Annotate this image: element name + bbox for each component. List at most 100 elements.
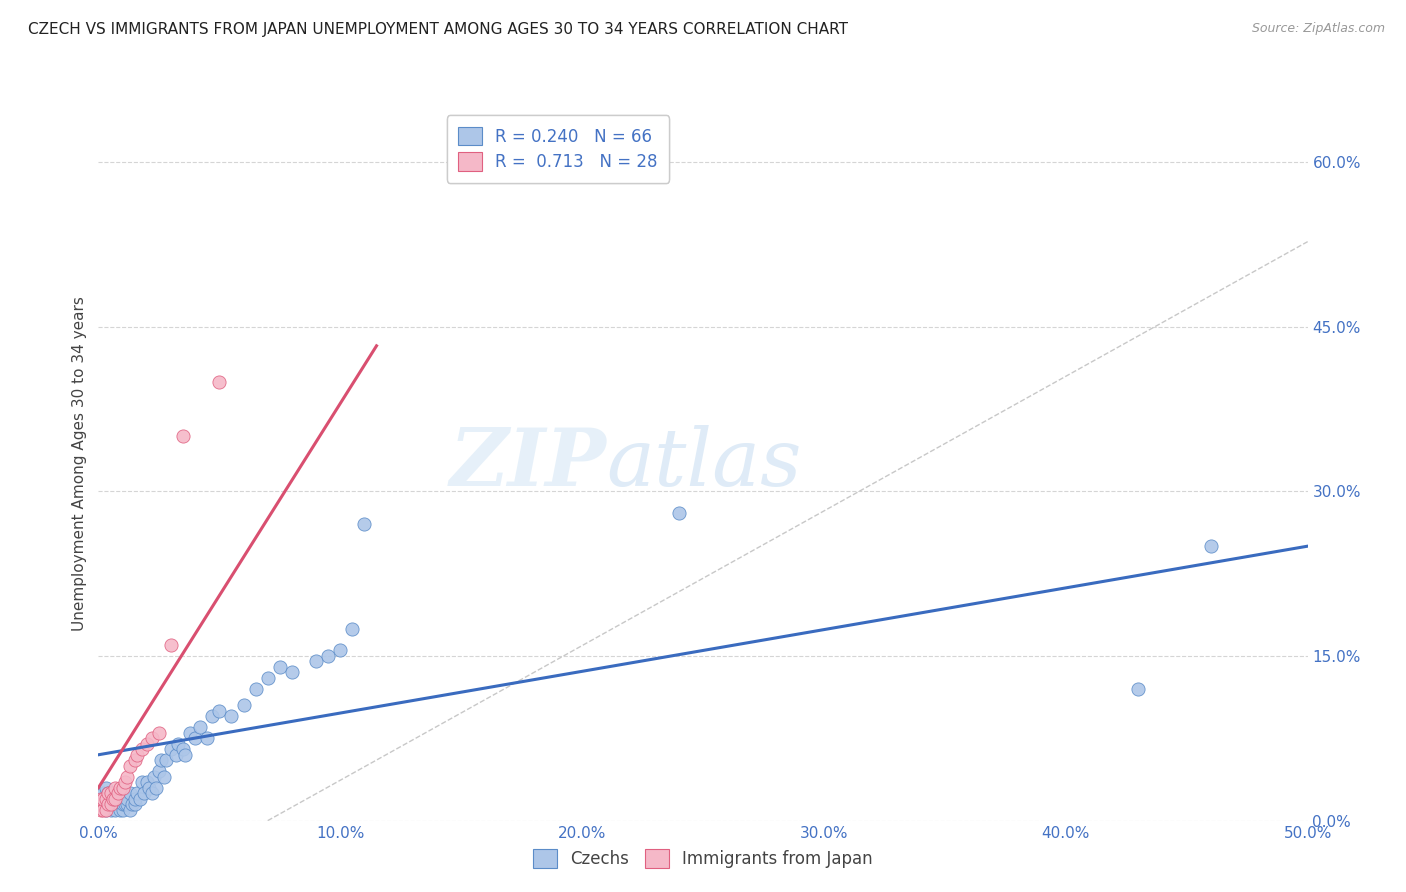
Point — [111, 786, 134, 800]
Point — [97, 797, 120, 812]
Point — [148, 726, 170, 740]
Text: CZECH VS IMMIGRANTS FROM JAPAN UNEMPLOYMENT AMONG AGES 30 TO 34 YEARS CORRELATIO: CZECH VS IMMIGRANTS FROM JAPAN UNEMPLOYM… — [28, 22, 848, 37]
Point — [281, 665, 304, 680]
Point — [208, 375, 231, 389]
Point — [111, 797, 134, 812]
Point — [108, 780, 131, 795]
Point — [118, 803, 141, 817]
Point — [91, 786, 114, 800]
Point — [668, 506, 690, 520]
Point — [104, 791, 127, 805]
Point — [107, 786, 129, 800]
Point — [135, 775, 157, 789]
Point — [188, 720, 211, 734]
Point — [179, 726, 201, 740]
Point — [148, 764, 170, 779]
Point — [101, 797, 124, 812]
Point — [90, 791, 112, 805]
Point — [141, 731, 163, 746]
Point — [135, 737, 157, 751]
Point — [201, 709, 224, 723]
Point — [1128, 681, 1150, 696]
Point — [121, 797, 143, 812]
Point — [131, 742, 153, 756]
Point — [143, 770, 166, 784]
Point — [124, 753, 146, 767]
Point — [155, 753, 177, 767]
Point — [94, 803, 117, 817]
Point — [245, 681, 267, 696]
Point — [118, 758, 141, 772]
Point — [114, 775, 136, 789]
Point — [127, 747, 149, 762]
Point — [342, 622, 364, 636]
Point — [152, 770, 174, 784]
Point — [117, 770, 139, 784]
Point — [232, 698, 254, 713]
Point — [353, 517, 375, 532]
Point — [100, 803, 122, 817]
Point — [208, 704, 231, 718]
Point — [107, 797, 129, 812]
Point — [94, 791, 117, 805]
Point — [167, 737, 190, 751]
Point — [128, 791, 150, 805]
Point — [269, 660, 291, 674]
Point — [124, 797, 146, 812]
Point — [97, 797, 120, 812]
Point — [90, 791, 112, 805]
Point — [97, 786, 120, 800]
Point — [127, 786, 149, 800]
Point — [134, 786, 156, 800]
Point — [100, 786, 122, 800]
Point — [256, 671, 278, 685]
Point — [97, 786, 120, 800]
Point — [101, 791, 124, 805]
Point — [117, 797, 139, 812]
Point — [305, 655, 328, 669]
Point — [104, 780, 127, 795]
Point — [131, 775, 153, 789]
Point — [184, 731, 207, 746]
Point — [91, 791, 114, 805]
Point — [145, 780, 167, 795]
Text: ZIP: ZIP — [450, 425, 606, 502]
Point — [160, 742, 183, 756]
Legend: R = 0.240   N = 66, R =  0.713   N = 28: R = 0.240 N = 66, R = 0.713 N = 28 — [447, 115, 669, 183]
Point — [101, 786, 124, 800]
Point — [174, 747, 197, 762]
Point — [100, 797, 122, 812]
Point — [114, 791, 136, 805]
Point — [316, 648, 339, 663]
Point — [91, 803, 114, 817]
Point — [104, 791, 127, 805]
Point — [138, 780, 160, 795]
Point — [104, 803, 127, 817]
Point — [221, 709, 243, 723]
Point — [94, 803, 117, 817]
Point — [111, 780, 134, 795]
Point — [172, 742, 194, 756]
Point — [117, 791, 139, 805]
Point — [111, 803, 134, 817]
Point — [114, 797, 136, 812]
Legend: Czechs, Immigrants from Japan: Czechs, Immigrants from Japan — [527, 843, 879, 875]
Point — [195, 731, 218, 746]
Point — [118, 786, 141, 800]
Point — [1199, 539, 1222, 553]
Point — [165, 747, 187, 762]
Point — [160, 638, 183, 652]
Point — [150, 753, 173, 767]
Point — [108, 791, 131, 805]
Text: Source: ZipAtlas.com: Source: ZipAtlas.com — [1251, 22, 1385, 36]
Point — [141, 786, 163, 800]
Y-axis label: Unemployment Among Ages 30 to 34 years: Unemployment Among Ages 30 to 34 years — [72, 296, 87, 632]
Point — [94, 780, 117, 795]
Point — [90, 803, 112, 817]
Text: atlas: atlas — [606, 425, 801, 502]
Point — [329, 643, 352, 657]
Point — [124, 791, 146, 805]
Point — [100, 791, 122, 805]
Point — [108, 803, 131, 817]
Point — [107, 786, 129, 800]
